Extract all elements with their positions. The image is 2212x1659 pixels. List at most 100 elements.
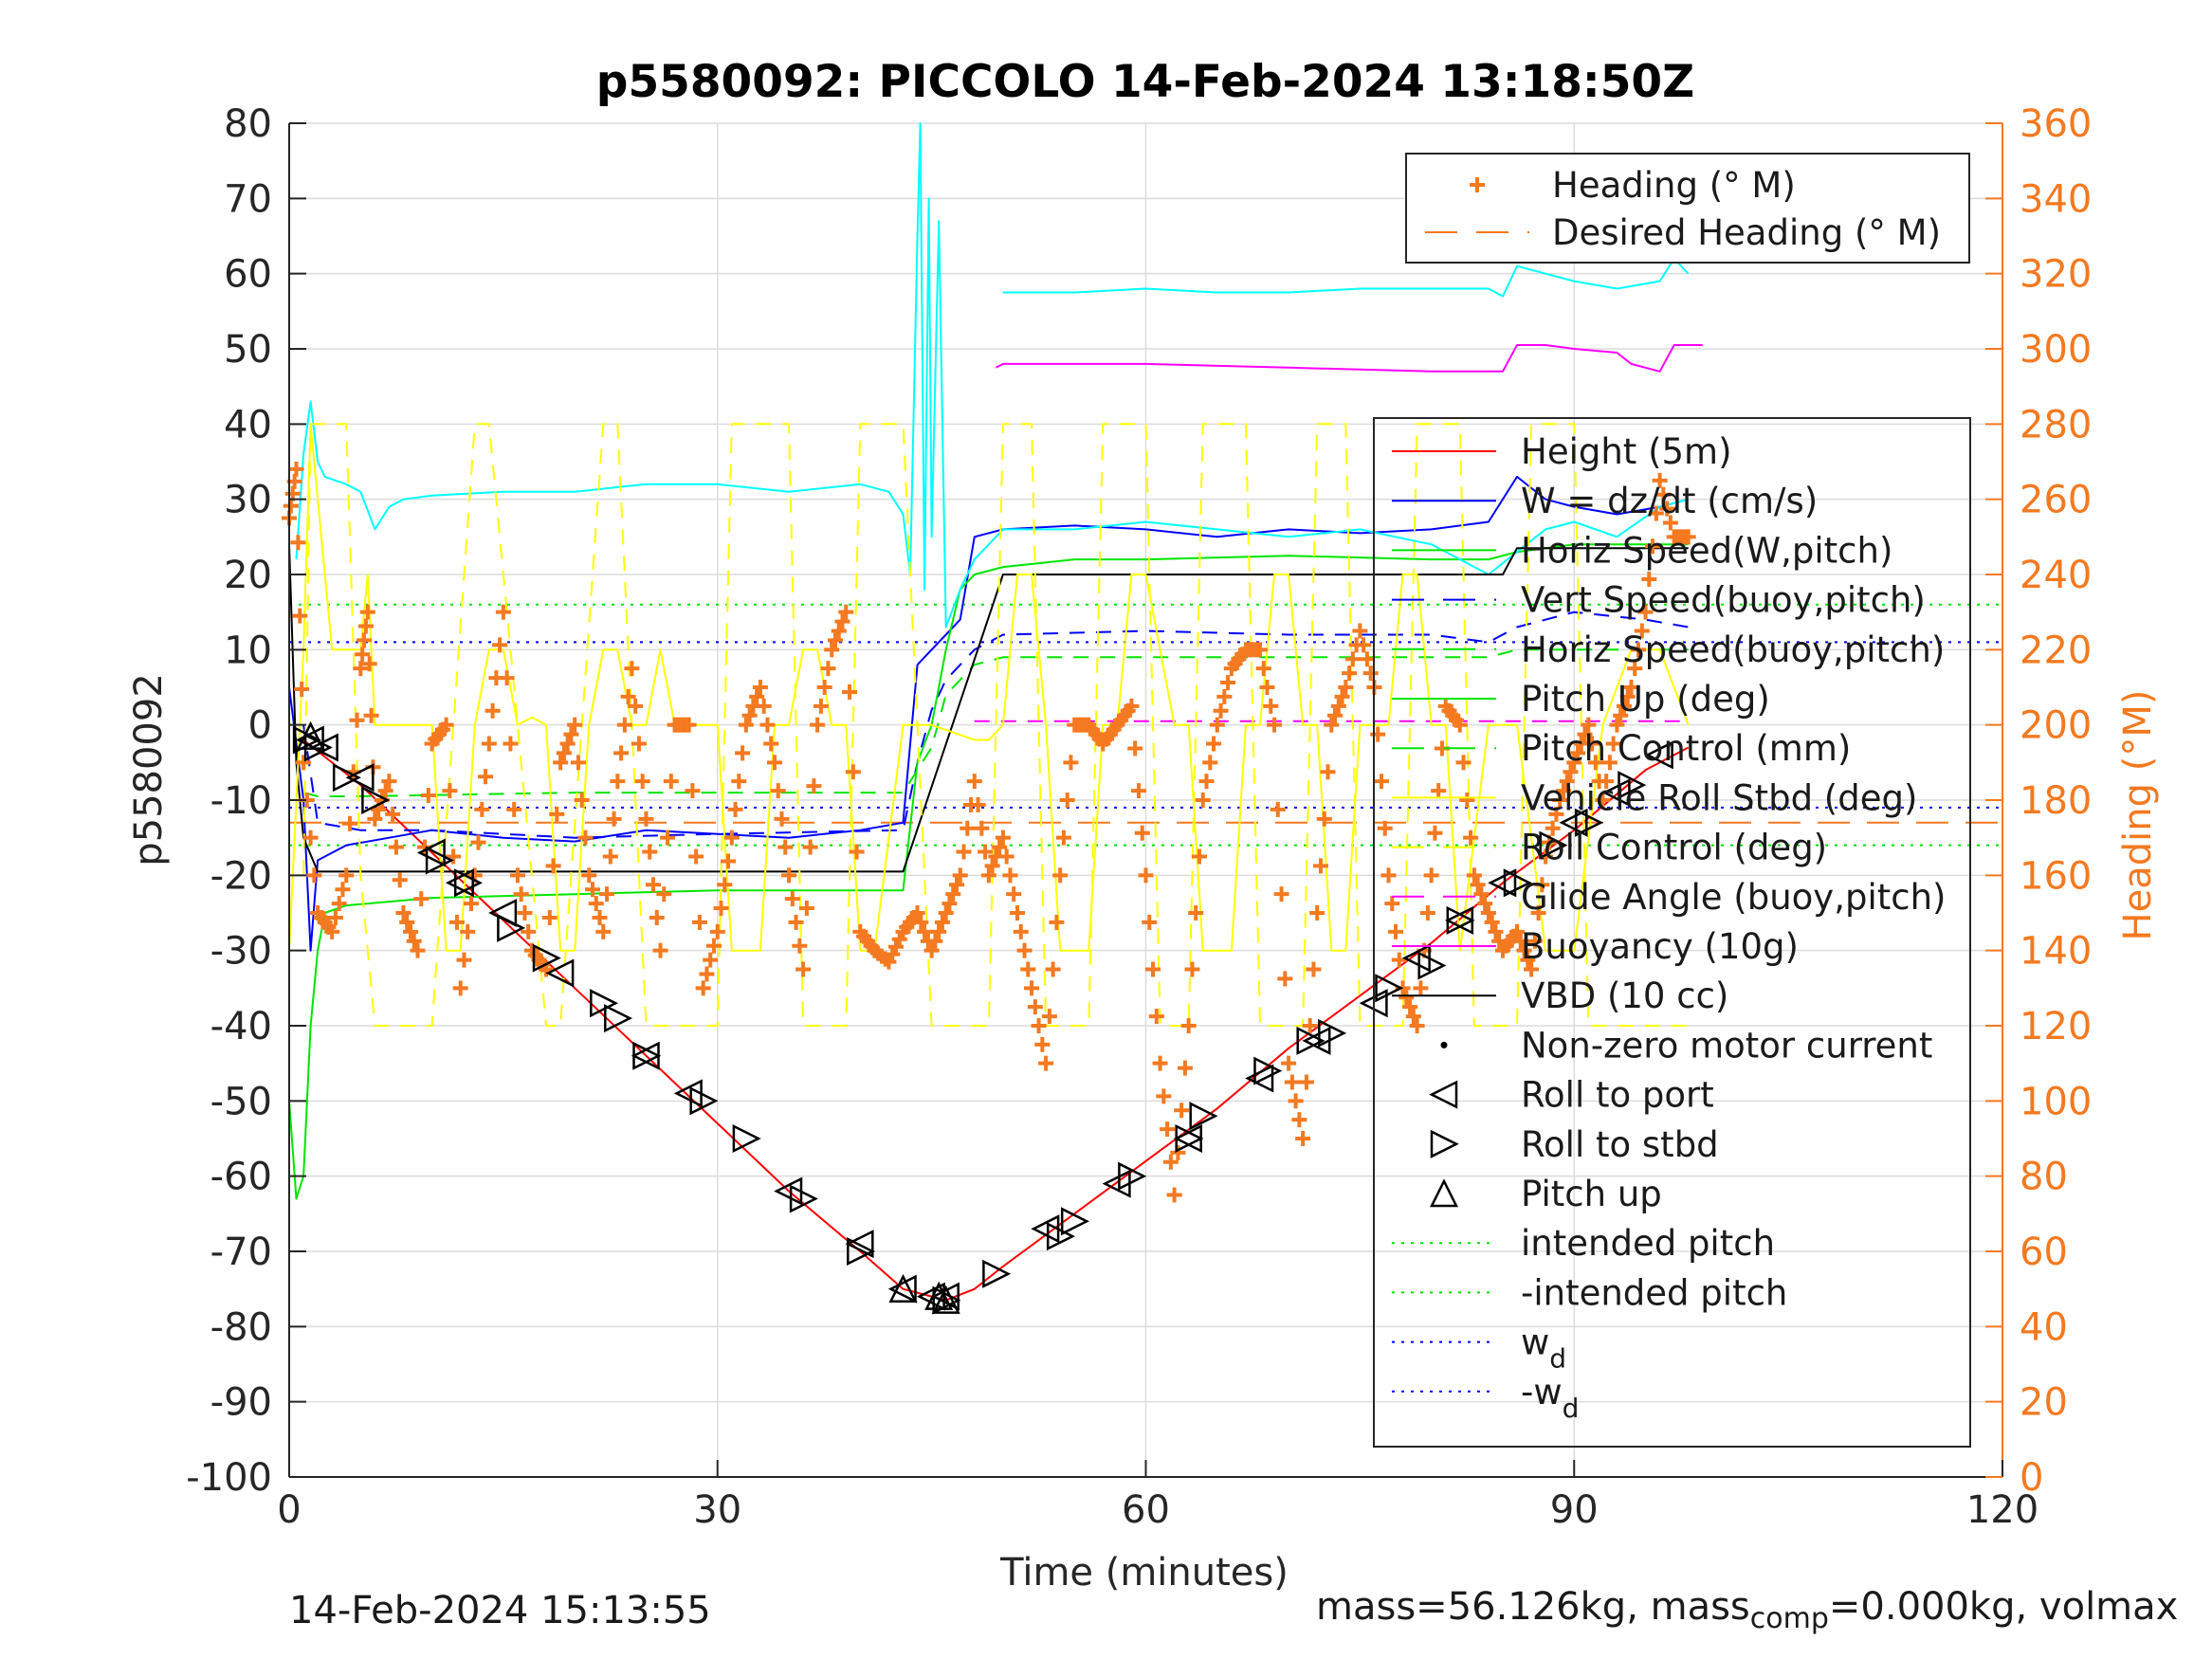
heading-point [1380,867,1397,884]
heading-point [1052,867,1069,884]
heading-point [652,942,668,958]
heading-point [592,909,608,925]
heading-point [1284,1074,1300,1090]
legend-main: Height (5m) W = dz/dt (cm/s) Horiz Speed(W… [1373,417,1971,1448]
y-tick-label: 50 [224,328,272,372]
heading-point [1581,717,1597,733]
heading-point [1327,707,1344,723]
y2-tick-label: 40 [2020,1305,2068,1349]
heading-point [1423,867,1439,884]
heading-point [327,909,343,925]
heading-point [556,745,572,761]
heading-point [410,942,426,958]
heading-point [656,886,672,902]
heading-point [784,891,800,907]
series-line [302,738,1690,1302]
heading-point [810,717,826,733]
heading-point [1359,651,1375,667]
heading-point [766,755,782,771]
marker-layer [292,720,1673,1315]
heading-point [1342,665,1358,682]
heading-point [1659,501,1675,517]
heading-point [1466,867,1482,884]
heading-point [292,608,308,624]
roll-to-stbd-marker [532,943,561,973]
heading-point [335,882,351,898]
heading-point [813,698,829,714]
y2-tick-label: 200 [2020,704,2092,748]
roll-to-port-marker [309,733,338,762]
y-tick-label: -80 [210,1305,272,1349]
heading-point [492,637,508,653]
heading-point [948,877,964,893]
heading-point [931,923,947,939]
axes: 0 30 60 90 120-100-90-80-70-60-50-40-30-20-1… [186,102,2092,1532]
roll-to-stbd-marker [604,1004,633,1033]
heading-point [1362,665,1379,682]
heading-point [484,702,501,719]
heading-point [1316,811,1332,827]
heading-point [709,923,725,939]
heading-point [563,726,579,742]
heading-point [645,877,661,893]
heading-point [1291,1112,1307,1128]
legend-label: -intended pitch [1521,1272,1787,1313]
heading-point [1509,923,1526,939]
legend-label-text: Non-zero motor current [1521,1025,1932,1066]
x-tick-label: 30 [693,1488,741,1532]
heading-point [1566,755,1582,771]
legend-label: Roll to stbd [1521,1124,1719,1165]
heading-point [938,905,954,921]
series-line [295,122,1689,629]
heading-point [1384,896,1400,912]
y2-tick-label: 140 [2020,930,2092,974]
heading-point [1552,793,1568,808]
legend-sample [1429,1080,1458,1109]
heading-point [1009,905,1025,921]
y2-tick-label: 160 [2020,854,2092,898]
heading-point [1595,793,1611,808]
legend-label: -wd [1521,1372,1579,1424]
heading-point [1609,717,1625,733]
heading-point [1059,793,1075,808]
heading-point [970,796,986,812]
heading-point [1198,774,1215,790]
heading-point [1480,905,1496,921]
heading-point [399,914,415,930]
heading-point [660,830,676,846]
legend-label-text: Horiz Speed(buoy,pitch) [1521,629,1945,670]
heading-point [599,886,615,902]
heading-point [741,707,758,723]
heading-point [1259,680,1275,695]
heading-point [1216,688,1233,704]
pitch-up-marker [924,1281,954,1310]
heading-point [1634,623,1650,639]
heading-point [509,867,525,884]
heading-point [1427,825,1443,841]
heading-point [917,923,933,939]
heading-point [324,923,340,939]
y2-tick-label: 280 [2020,403,2092,447]
heading-point [1641,571,1657,587]
roll-to-stbd-marker [1618,771,1647,800]
y2-tick-label: 100 [2020,1080,2092,1123]
heading-point [302,830,319,846]
legend-label-text: Pitch Up (deg) [1521,679,1770,720]
heading-point [549,806,565,822]
y-tick-label: -70 [210,1231,272,1274]
heading-point [1330,698,1346,714]
heading-point [738,717,754,733]
y2-tick-label: 0 [2020,1456,2043,1500]
heading-point [1034,1036,1051,1052]
heading-point [1599,774,1615,790]
y-tick-label: 40 [224,403,272,447]
legend-sample [1429,1178,1459,1208]
y-axis-label: p5580092 [127,673,171,866]
roll-to-stbd-marker [1046,1222,1075,1251]
roll-to-port-marker [545,958,575,988]
heading-point [1263,698,1279,714]
heading-point [806,778,822,794]
heading-point [1191,848,1207,865]
legend-label: wd [1521,1322,1566,1375]
heading-point [731,774,747,790]
